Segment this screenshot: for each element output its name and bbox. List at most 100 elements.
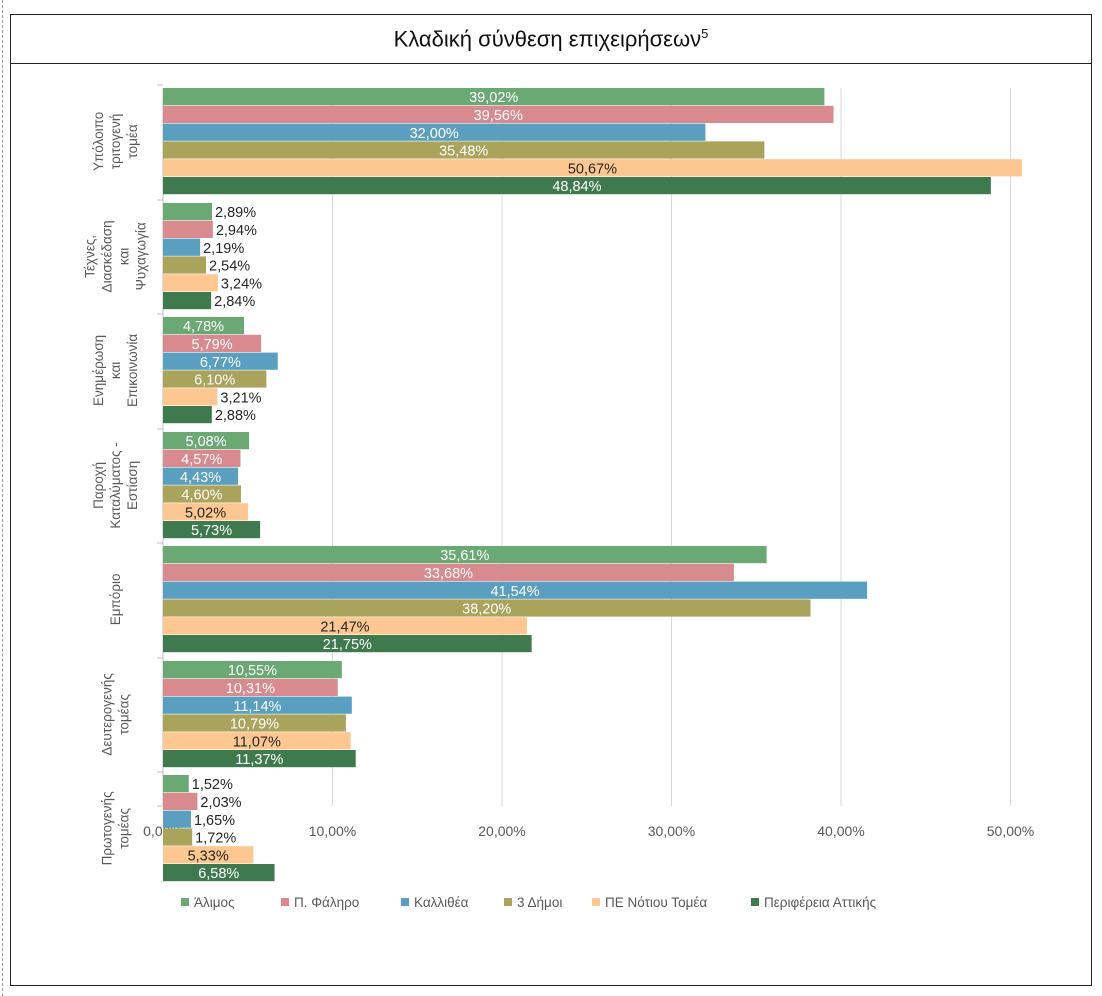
data-label: 10,55% [228, 663, 277, 679]
y-category-label-line: Ψυχαγωγία [134, 222, 149, 290]
bar [163, 678, 338, 696]
bar [163, 467, 239, 485]
data-label: 4,60% [181, 488, 222, 504]
y-category-label: Παροχή Καταλύματος - Εστίαση [91, 442, 140, 528]
bar [163, 599, 811, 617]
y-category-label: Υπόλοιπο τριτογενή τομέα [91, 112, 140, 171]
data-label: 3,21% [220, 390, 261, 406]
legend-swatch [401, 898, 409, 906]
data-label: 38,20% [462, 602, 511, 618]
data-label: 11,07% [233, 734, 281, 750]
data-label: 5,08% [185, 434, 226, 450]
bar [163, 432, 250, 450]
bar [163, 388, 218, 406]
data-label: 2,88% [215, 408, 256, 424]
data-label: 10,79% [230, 717, 279, 733]
bar [163, 334, 262, 352]
bar [163, 696, 352, 714]
data-label: 1,72% [195, 831, 236, 847]
bar [163, 274, 218, 292]
bar [163, 521, 261, 539]
bar [163, 846, 254, 864]
legend-swatch [281, 898, 289, 906]
y-category-label-line: τομέας [117, 694, 132, 735]
bar [163, 177, 991, 195]
data-label: 50,67% [568, 161, 617, 177]
data-label: 5,02% [185, 505, 226, 521]
y-category-label-line: Ενημέρωση [91, 335, 106, 406]
bar [163, 485, 241, 503]
bar [163, 775, 189, 793]
legend-label: Π. Φάληρο [294, 895, 359, 910]
bar [163, 123, 706, 141]
data-label: 3,24% [221, 276, 262, 292]
data-label: 6,10% [194, 373, 235, 389]
footnote-marker: 5 [701, 25, 709, 41]
x-tick-label: 40,00% [817, 823, 864, 839]
bar [163, 810, 191, 828]
bar [163, 370, 267, 388]
data-label: 2,94% [216, 223, 257, 239]
bar [163, 563, 734, 581]
legend-swatch [504, 898, 512, 906]
data-label: 2,54% [209, 259, 250, 275]
data-label: 1,52% [192, 777, 233, 793]
bar [163, 661, 342, 679]
x-tick-label: 30,00% [648, 823, 695, 839]
y-category-label: Τέχνες, Διασκέδαση και Ψυχαγωγία [83, 220, 149, 292]
data-label: 2,19% [203, 241, 244, 257]
legend-label: ΠΕ Νότιου Τομέα [605, 895, 707, 910]
bar [163, 732, 351, 750]
bar [163, 292, 212, 310]
bar [163, 546, 767, 564]
data-label: 4,78% [183, 319, 224, 335]
legend-swatch [751, 898, 759, 906]
bar [163, 617, 527, 635]
y-category-label-line: Τέχνες, [83, 235, 98, 278]
data-label: 2,89% [215, 205, 256, 221]
bar [163, 792, 198, 810]
y-category-label-line: Πρωτογενής [100, 791, 115, 865]
legend-swatch [592, 898, 600, 906]
bar [163, 238, 201, 256]
bar [163, 159, 1022, 177]
data-label: 4,43% [180, 470, 221, 486]
bar [163, 449, 241, 467]
chart-frame: Κλαδική σύνθεση επιχειρήσεων5 0,00%10,00… [10, 14, 1092, 986]
y-category-label: Εμπόριο [108, 574, 123, 626]
bar [163, 352, 278, 370]
x-tick-label: 50,00% [987, 823, 1034, 839]
bar [163, 503, 249, 521]
y-category-label: Πρωτογενής τομέας [100, 791, 132, 865]
data-label: 32,00% [410, 126, 459, 142]
data-label: 6,77% [200, 355, 241, 371]
y-category-label-line: Εστίαση [125, 461, 140, 510]
data-label: 11,37% [235, 752, 283, 768]
y-category-label-line: τομέας [117, 808, 132, 849]
y-category-label-line: Διασκέδαση [100, 220, 115, 292]
data-label: 39,02% [469, 90, 518, 106]
x-tick-label: 10,00% [309, 823, 356, 839]
bar [163, 750, 356, 768]
y-category-label-line: Επικοινωνία [125, 334, 140, 407]
data-label: 6,58% [198, 866, 239, 882]
data-label: 1,65% [194, 813, 235, 829]
bar [163, 105, 834, 123]
data-label: 39,56% [474, 108, 523, 124]
y-category-label-line: τομέα [125, 124, 140, 158]
y-category-label-line: Υπόλοιπο [91, 112, 106, 171]
bar [163, 88, 825, 106]
data-label: 2,84% [214, 294, 255, 310]
bar [163, 256, 207, 274]
data-label: 48,84% [552, 179, 601, 195]
y-category-label-line: Παροχή [91, 462, 106, 509]
data-label: 35,61% [440, 548, 489, 564]
legend-label: Περιφέρεια Αττικής [764, 895, 877, 910]
data-label: 41,54% [490, 584, 539, 600]
data-label: 35,48% [439, 144, 488, 160]
chart-title-text: Κλαδική σύνθεση επιχειρήσεων [393, 26, 702, 52]
data-label: 10,31% [226, 681, 275, 697]
data-label: 33,68% [424, 566, 473, 582]
data-label: 11,14% [233, 699, 281, 715]
data-label: 4,57% [181, 452, 222, 468]
